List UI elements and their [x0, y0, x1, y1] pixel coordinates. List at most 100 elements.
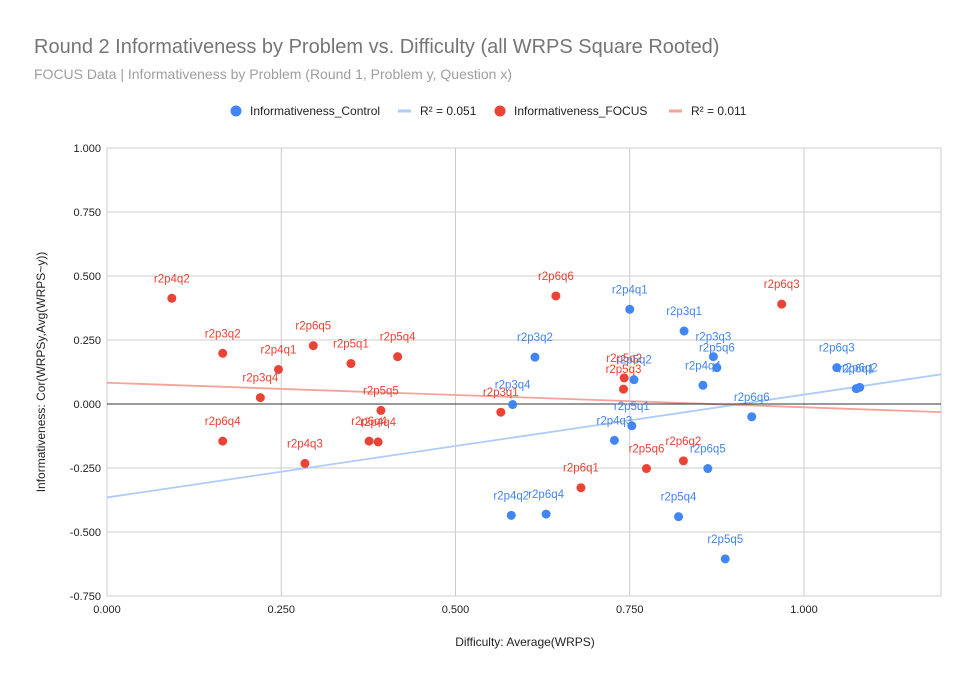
data-label: r2p5q6 — [629, 444, 665, 456]
y-tick-label: 0.750 — [73, 207, 101, 219]
data-label: r2p4q2 — [493, 490, 529, 502]
data-point — [712, 363, 722, 373]
y-tick-label: -0.500 — [70, 527, 101, 539]
data-point — [619, 373, 629, 383]
data-point — [777, 299, 787, 309]
legend-item: Informativeness_FOCUS — [494, 104, 647, 118]
x-tick-label: 0.250 — [267, 604, 295, 616]
data-label: r2p4q1 — [612, 284, 648, 296]
data-label: r2p6q1 — [838, 364, 874, 376]
legend: Informativeness_Control R² = 0.051 Informa… — [230, 104, 747, 118]
legend-label: R² = 0.051 — [420, 104, 477, 118]
data-label: r2p4q4 — [685, 360, 721, 372]
data-point — [508, 400, 518, 410]
data-label: r2p6q3 — [764, 279, 800, 291]
legend-label: Informativeness_Control — [250, 104, 380, 118]
legend-item: R² = 0.051 — [398, 104, 477, 118]
data-label: r2p6q6 — [538, 271, 574, 283]
data-label: r2p5q4 — [661, 492, 697, 504]
data-point — [551, 291, 561, 301]
data-point — [376, 405, 386, 415]
data-label: r2p3q2 — [517, 332, 553, 344]
legend-label: R² = 0.011 — [691, 104, 747, 118]
gridlines — [106, 147, 942, 597]
data-point — [679, 326, 689, 336]
data-point — [255, 393, 265, 403]
chart-subtitle: FOCUS Data | Informativeness by Problem … — [34, 66, 512, 82]
data-label: r2p5q4 — [380, 332, 416, 344]
x-axis-label: Difficulty: Average(WRPS) — [455, 635, 595, 649]
data-point — [629, 375, 639, 385]
data-point — [855, 382, 865, 392]
data-label: r2p4q2 — [154, 273, 190, 285]
data-label: r2p6q2 — [666, 436, 702, 448]
chart-title: Round 2 Informativeness by Problem vs. D… — [34, 36, 719, 58]
data-point — [393, 352, 403, 362]
data-point — [541, 509, 551, 519]
data-point — [364, 436, 374, 446]
data-label: r2p6q1 — [563, 463, 599, 475]
data-point — [496, 407, 506, 417]
y-axis-label: Informativeness: Cor(WRPSy,Avg(WRPS~y)) — [34, 252, 48, 493]
x-axis-ticks: 0.000 0.250 0.500 0.750 1.000 — [93, 604, 818, 616]
data-label: r2p6q5 — [690, 444, 726, 456]
data-label: r2p6q2 — [842, 362, 878, 374]
data-label: r2p3q3 — [695, 332, 731, 344]
data-label: r2p5q5 — [707, 534, 743, 546]
legend-label: Informativeness_FOCUS — [514, 104, 647, 118]
data-label: r2p6q3 — [819, 343, 855, 355]
data-points — [167, 291, 865, 564]
data-point — [218, 436, 228, 446]
data-point — [506, 510, 516, 520]
data-point — [609, 435, 619, 445]
y-tick-label: -0.250 — [70, 463, 101, 475]
legend-item: Informativeness_Control — [230, 104, 380, 118]
x-tick-label: 1.000 — [790, 604, 818, 616]
data-label: r2p3q2 — [205, 328, 241, 340]
data-label: r2p6q5 — [295, 321, 331, 333]
data-point — [576, 483, 586, 493]
legend-marker — [230, 105, 242, 117]
legend-item: R² = 0.011 — [669, 104, 747, 118]
data-label: r2p3q1 — [666, 306, 702, 318]
data-label: r2p5q2 — [616, 355, 652, 367]
data-point — [720, 554, 730, 564]
x-tick-label: 0.500 — [442, 604, 470, 616]
trendline-0 — [106, 373, 942, 499]
data-label: r2p5q5 — [363, 385, 399, 397]
data-point — [530, 352, 540, 362]
data-label: r2p4q1 — [261, 344, 297, 356]
y-tick-label: 1.000 — [73, 143, 101, 155]
data-point — [273, 364, 283, 374]
x-tick-label: 0.750 — [616, 604, 644, 616]
y-tick-label: -0.750 — [70, 591, 101, 603]
data-label: r2p6q4 — [351, 416, 387, 428]
data-point — [625, 304, 635, 314]
data-point — [832, 363, 842, 373]
data-label: r2p3q1 — [483, 387, 519, 399]
data-label: r2p5q2 — [606, 353, 642, 365]
data-label: r2p6q4 — [528, 489, 564, 501]
data-point — [674, 512, 684, 522]
data-label: r2p4q3 — [287, 438, 323, 450]
data-label: r2p3q4 — [495, 380, 531, 392]
data-point — [218, 348, 228, 358]
data-label: r2p5q1 — [614, 401, 650, 413]
data-point — [308, 341, 318, 351]
data-point — [703, 464, 713, 474]
data-label: r2p5q3 — [606, 364, 642, 376]
y-tick-label: 0.000 — [73, 399, 101, 411]
data-label: r2p5q6 — [699, 343, 735, 355]
data-point — [167, 293, 177, 303]
legend-marker — [494, 105, 506, 117]
trendlines — [106, 373, 942, 499]
data-label: r2p6q6 — [734, 392, 770, 404]
y-tick-label: 0.500 — [73, 271, 101, 283]
trendline-1 — [106, 381, 942, 414]
data-label: r2p3q4 — [242, 373, 278, 385]
data-point — [300, 458, 310, 468]
y-axis-ticks: 1.000 0.750 0.500 0.250 0.000 -0.250 -0.500 -0.… — [70, 143, 101, 603]
x-tick-label: 0.000 — [93, 604, 121, 616]
